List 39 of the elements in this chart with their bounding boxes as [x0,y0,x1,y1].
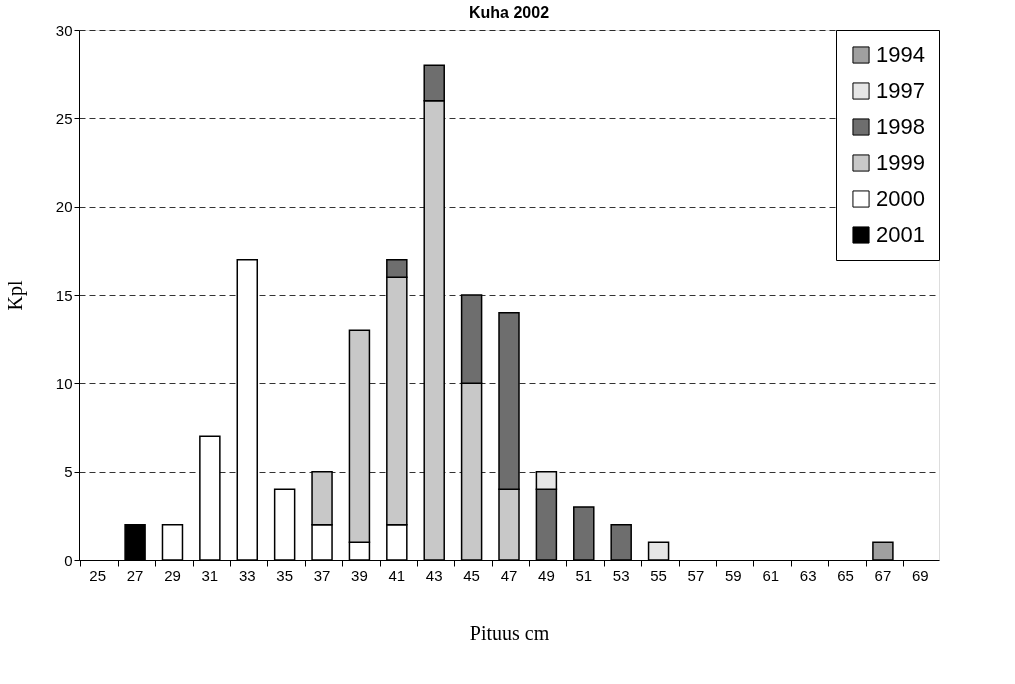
x-tick-label: 59 [725,566,742,584]
x-tick-label: 31 [201,566,219,584]
legend-label: 1994 [876,42,925,67]
y-tick-label: 5 [64,463,73,481]
y-axis-title: Kpl [3,280,27,311]
x-tick-label: 33 [238,566,256,584]
y-tick-label: 30 [55,21,73,39]
legend-label: 1997 [876,78,925,103]
x-tick-label: 29 [164,566,181,584]
x-tick-label: 43 [425,566,443,584]
x-tick-label: 27 [126,566,144,584]
x-tick-label: 25 [89,566,107,584]
x-tick-label: 45 [463,566,480,584]
x-tick-label: 35 [276,566,293,584]
x-tick-label: 55 [650,566,667,584]
y-tick-label: 0 [64,551,73,569]
x-tick-label: 57 [687,566,705,584]
x-tick-label: 61 [762,566,780,584]
x-tick-label: 65 [837,566,854,584]
legend-label: 2000 [876,186,925,211]
x-tick-label: 37 [313,566,331,584]
x-tick-label: 63 [799,566,817,584]
x-tick-label: 39 [351,566,368,584]
y-tick-label: 20 [55,198,73,216]
x-tick-label: 51 [575,566,593,584]
y-tick-label: 15 [55,286,73,304]
x-tick-label: 41 [388,566,406,584]
x-tick-label: 67 [874,566,892,584]
x-axis-title: Pituus cm [469,621,550,644]
x-tick-label: 53 [612,566,630,584]
chart-title: Kuha 2002 [468,4,550,21]
y-tick-label: 25 [55,109,73,127]
legend-label: 1999 [876,150,925,175]
legend-label: 2001 [876,222,925,247]
x-tick-label: 49 [538,566,555,584]
legend-label: 1998 [876,114,925,139]
x-tick-label: 47 [500,566,518,584]
y-tick-label: 10 [55,374,73,392]
x-tick-label: 69 [911,566,929,584]
